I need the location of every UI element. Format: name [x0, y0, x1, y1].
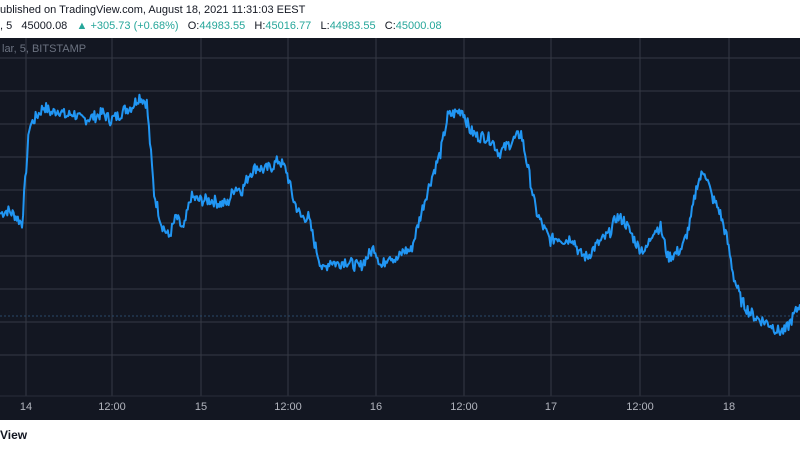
brand-logo: View — [0, 428, 28, 442]
x-tick-label: 15 — [195, 401, 207, 413]
symbol-label: lar, 5, BITSTAMP — [2, 43, 86, 55]
x-tick-label: 16 — [370, 401, 382, 413]
x-axis: 14 12:00 15 12:00 16 12:00 17 12:00 18 — [20, 401, 735, 413]
close-label: C: — [384, 20, 396, 32]
low-value: 44983.55 — [329, 20, 376, 32]
low-label: L: — [320, 20, 330, 32]
high-value: 45016.77 — [265, 20, 312, 32]
price-chart[interactable]: lar, 5, BITSTAMP 14 12:00 15 12:00 16 12:00 17… — [0, 38, 800, 420]
grid — [0, 38, 800, 397]
x-tick-label: 12:00 — [626, 401, 654, 413]
high-label: H: — [254, 20, 266, 32]
open-label: O: — [187, 20, 200, 32]
footer — [0, 420, 800, 450]
last-price: 45000.08 — [21, 20, 68, 32]
published-line: ublished on TradingView.com, August 18, … — [0, 4, 306, 16]
x-tick-label: 18 — [723, 401, 735, 413]
price-chart-svg[interactable]: lar, 5, BITSTAMP 14 12:00 15 12:00 16 12:00 17… — [0, 38, 800, 420]
change-arrow-icon: ▲ — [76, 20, 88, 32]
price-line — [0, 93, 800, 336]
x-tick-label: 12:00 — [274, 401, 302, 413]
x-tick-label: 12:00 — [98, 401, 126, 413]
symbol-prefix: , 5 — [0, 20, 13, 32]
x-tick-label: 14 — [20, 401, 32, 413]
close-value: 45000.08 — [395, 20, 442, 32]
chart-header: ublished on TradingView.com, August 18, … — [0, 0, 800, 38]
x-tick-label: 17 — [545, 401, 557, 413]
x-tick-label: 12:00 — [450, 401, 478, 413]
change-value: +305.73 (+0.68%) — [90, 20, 179, 32]
open-value: 44983.55 — [199, 20, 246, 32]
quote-line: , 5 45000.08 ▲ +305.73 (+0.68%) O:44983.… — [0, 20, 442, 32]
